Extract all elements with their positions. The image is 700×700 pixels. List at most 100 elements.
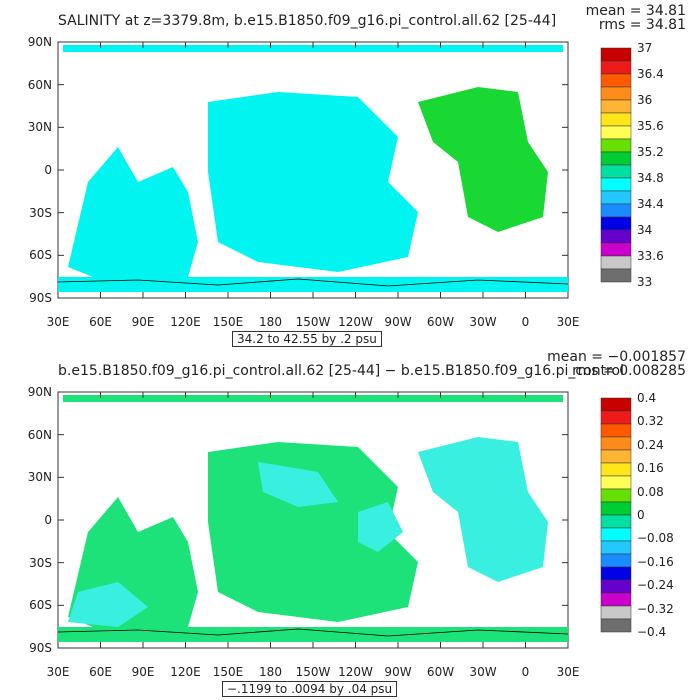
colorbar-segment <box>600 125 632 140</box>
colorbar-segment <box>600 410 632 425</box>
colorbar-segment <box>600 527 632 542</box>
colorbar-segment <box>600 86 632 101</box>
axis-ticks <box>57 41 569 299</box>
difference-panel: b.e15.B1850.f09_g16.pi_control.all.62 [2… <box>0 350 700 700</box>
x-tick-label: 30W <box>469 315 497 329</box>
x-tick-label: 120E <box>170 665 201 679</box>
y-tick-label: 30N <box>27 120 52 135</box>
ocean-region <box>208 92 418 272</box>
colorbar-segment <box>600 475 632 490</box>
mean-label: mean = 34.81 <box>585 3 686 19</box>
colorbar-segment <box>600 47 632 62</box>
y-tick-label: 60N <box>27 77 52 92</box>
y-tick-label: 90N <box>27 385 52 399</box>
x-tick-label: 60W <box>426 315 455 329</box>
x-tick-label: 120W <box>338 315 373 329</box>
x-tick-label: 90E <box>131 315 155 329</box>
y-tick-label: 30S <box>29 205 52 220</box>
colorbar-segment <box>600 216 632 231</box>
colorbar-segment <box>600 60 632 75</box>
difference-map <box>57 391 632 649</box>
colorbar-label: 36 <box>637 93 653 107</box>
colorbar-segment <box>600 190 632 205</box>
colorbar-segment <box>600 618 632 633</box>
x-tick-label: 120W <box>338 665 373 679</box>
colorbar-segment <box>600 177 632 192</box>
x-tick-label: 30E <box>46 315 70 329</box>
colorbar <box>600 397 632 633</box>
chart-title: SALINITY at z=3379.8m, b.e15.B1850.f09_g… <box>58 13 557 29</box>
x-tick-label: 30E <box>46 665 70 679</box>
salinity-map <box>57 41 632 299</box>
colorbar-segment <box>600 540 632 555</box>
atlantic-region <box>418 437 548 582</box>
colorbar-label: −0.08 <box>637 531 674 546</box>
y-tick-label: 60S <box>29 598 52 613</box>
x-tick-label: 60W <box>426 665 455 679</box>
x-tick-label: 150E <box>212 665 244 679</box>
ocean-region <box>63 45 563 52</box>
colorbar-label: 0.32 <box>637 414 664 429</box>
colorbar-segment <box>600 449 632 464</box>
colorbar-segment <box>600 423 632 438</box>
anomaly-patch <box>358 502 403 552</box>
x-tick-label: 60E <box>89 315 112 329</box>
x-tick-label: 150W <box>295 665 331 679</box>
colorbar-label: 35.6 <box>637 119 664 133</box>
colorbar-segment <box>600 164 632 179</box>
ocean-region <box>58 627 568 642</box>
y-tick-label: 0 <box>44 513 52 527</box>
anomaly-patch <box>68 582 148 627</box>
colorbar-segment <box>600 462 632 477</box>
ocean-region <box>58 277 568 292</box>
colorbar-segment <box>600 112 632 127</box>
x-tick-label: 90W <box>384 315 412 329</box>
anomaly-patch <box>258 462 338 507</box>
colorbar-label: 34.4 <box>637 197 664 211</box>
colorbar-segment <box>600 203 632 218</box>
colorbar-segment <box>600 436 632 451</box>
colorbar-segment <box>600 514 632 529</box>
y-tick-label: 90S <box>29 641 52 655</box>
atlantic-region <box>418 87 548 232</box>
colorbar-segment <box>600 592 632 607</box>
mean-label: mean = −0.001857 <box>547 349 686 365</box>
colorbar-segment <box>600 255 632 270</box>
colorbar-segment <box>600 566 632 581</box>
x-tick-label: 90E <box>131 665 155 679</box>
colorbar-segment <box>600 242 632 257</box>
x-tick-label: 90W <box>384 665 412 679</box>
colorbar-label: 0.16 <box>637 461 664 476</box>
colorbar-label: 34.8 <box>637 171 664 185</box>
ocean-field <box>57 395 569 642</box>
x-tick-label: 180 <box>259 665 282 679</box>
x-tick-label: 180 <box>259 315 282 329</box>
colorbar-label: 33 <box>637 275 653 289</box>
colorbar-label: −0.16 <box>637 554 674 569</box>
colorbar-label: 0.08 <box>637 484 664 499</box>
x-tick-label: 0 <box>521 665 530 679</box>
x-tick-label: 60E <box>89 665 112 679</box>
rms-label: rms = 0.008285 <box>572 363 686 379</box>
x-tick-label: 30E <box>556 665 580 679</box>
x-tick-label: 30E <box>556 315 580 329</box>
colorbar-label: −0.24 <box>637 578 674 593</box>
contour-info-box: 34.2 to 42.55 by .2 psu <box>232 331 382 347</box>
colorbar-segment <box>600 605 632 620</box>
colorbar-label: 0.24 <box>637 437 664 452</box>
contour-info-box: −.1199 to .0094 by .04 psu <box>222 681 398 697</box>
colorbar-segment <box>600 229 632 244</box>
colorbar-segment <box>600 268 632 283</box>
colorbar-label: 35.2 <box>637 145 664 159</box>
salinity-panel: SALINITY at z=3379.8m, b.e15.B1850.f09_g… <box>27 3 686 347</box>
colorbar-segment <box>600 99 632 114</box>
colorbar-segment <box>600 138 632 153</box>
colorbar <box>600 47 632 283</box>
colorbar-segment <box>600 397 632 412</box>
chart-title: b.e15.B1850.f09_g16.pi_control.all.62 [2… <box>58 363 624 379</box>
x-tick-label: 150E <box>212 315 244 329</box>
y-tick-label: 30S <box>29 555 52 570</box>
y-tick-label: 30N <box>27 470 52 485</box>
y-tick-label: 0 <box>44 163 52 177</box>
colorbar-segment <box>600 488 632 503</box>
